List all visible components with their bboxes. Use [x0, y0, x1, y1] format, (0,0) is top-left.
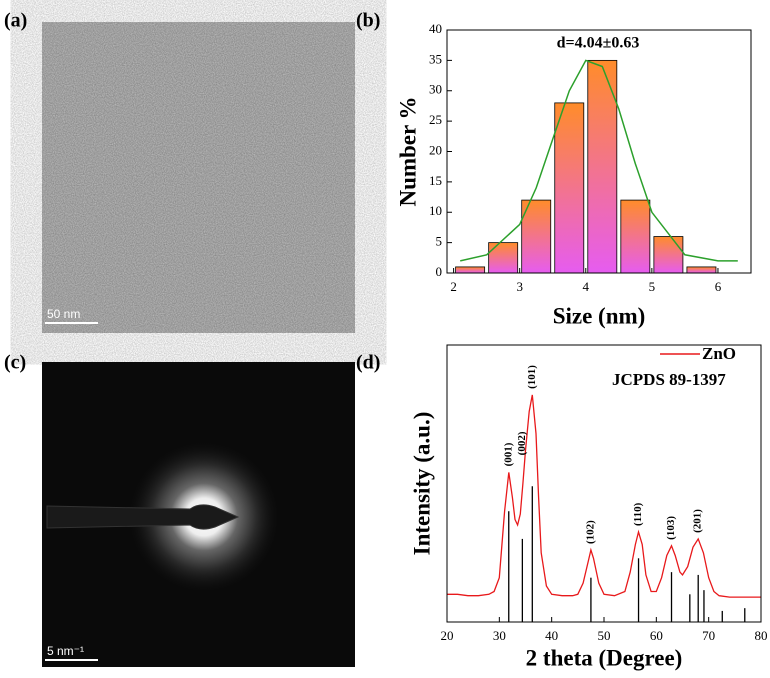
panel-label: (c) — [4, 352, 26, 374]
bar — [455, 266, 486, 274]
x-tick-label: 80 — [755, 628, 768, 643]
bar — [488, 242, 519, 274]
peak-label: (002) — [516, 431, 528, 455]
y-tick-label: 10 — [429, 203, 442, 218]
x-tick-label: 5 — [649, 279, 656, 294]
y-tick-label: 0 — [436, 264, 443, 279]
x-tick-label: 4 — [583, 279, 590, 294]
x-tick-label: 30 — [493, 628, 506, 643]
legend-label: ZnO — [702, 344, 736, 363]
bar — [554, 102, 585, 274]
x-axis-label: Size (nm) — [553, 303, 646, 328]
y-axis-label: Number % — [395, 96, 420, 206]
peak-label: (103) — [665, 516, 677, 540]
y-tick-label: 40 — [429, 21, 442, 36]
x-tick-label: 70 — [702, 628, 715, 643]
legend-label: JCPDS 89-1397 — [612, 370, 726, 389]
peak-label: (201) — [692, 509, 704, 533]
x-tick-label: 3 — [516, 279, 523, 294]
x-tick-label: 40 — [545, 628, 558, 643]
panel-label: (b) — [356, 10, 380, 32]
plot-frame — [446, 29, 752, 274]
y-tick-label: 30 — [429, 82, 442, 97]
scale-bar-label: 50 nm — [47, 307, 80, 321]
bar — [686, 266, 717, 274]
panel-label: (d) — [356, 352, 380, 374]
plot-frame — [446, 344, 762, 623]
beam-stop — [46, 504, 240, 530]
panel-label: (a) — [4, 10, 27, 32]
peak-label: (110) — [632, 502, 644, 526]
bar — [587, 59, 618, 274]
bar — [620, 199, 651, 274]
y-tick-label: 20 — [429, 142, 442, 157]
y-tick-label: 15 — [429, 173, 442, 188]
xrd-line — [447, 394, 761, 598]
tem-texture — [42, 22, 355, 333]
x-tick-label: 50 — [598, 628, 611, 643]
x-tick-label: 20 — [441, 628, 454, 643]
x-tick-label: 2 — [450, 279, 457, 294]
x-axis-label: 2 theta (Degree) — [526, 645, 683, 670]
peak-label: (102) — [584, 520, 596, 544]
x-tick-label: 60 — [650, 628, 663, 643]
peak-label: (101) — [526, 365, 538, 389]
scale-bar-label: 5 nm⁻¹ — [47, 644, 84, 658]
annotation: d=4.04±0.63 — [557, 35, 640, 52]
y-axis-label: Intensity (a.u.) — [409, 412, 434, 556]
y-tick-label: 35 — [429, 51, 442, 66]
peak-label: (001) — [502, 442, 514, 466]
y-tick-label: 25 — [429, 112, 442, 127]
y-tick-label: 5 — [436, 234, 443, 249]
fit-curve — [460, 59, 738, 262]
bar — [653, 236, 684, 274]
x-tick-label: 6 — [715, 279, 722, 294]
